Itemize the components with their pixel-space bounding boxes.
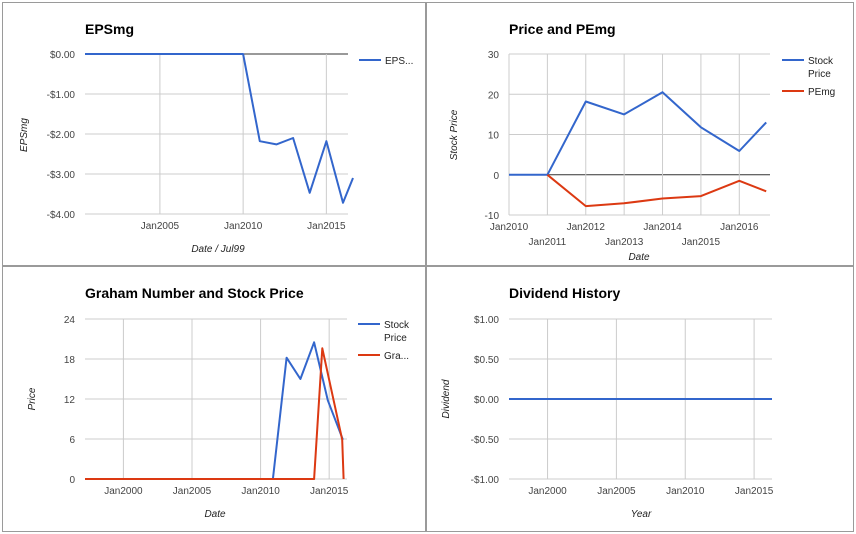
y-tick-label: 0	[493, 171, 499, 182]
y-axis-label: Dividend	[441, 379, 452, 418]
x-tick-label: Jan2005	[597, 486, 636, 497]
chart-title: EPSmg	[85, 21, 134, 37]
x-tick-label: Jan2015	[735, 486, 774, 497]
chart-panel-graham: Graham Number and Stock Price 24 18 12 6 0 Ja…	[2, 266, 426, 532]
series-line	[85, 347, 345, 480]
series-line	[509, 91, 767, 176]
x-tick-label: Jan2012	[567, 222, 606, 233]
x-tick-label: Jan2000	[528, 486, 567, 497]
x-tick-label: Jan2010	[241, 486, 280, 497]
y-tick-label: 6	[69, 435, 75, 446]
x-tick-label: Jan2000	[104, 486, 143, 497]
y-tick-label: -$4.00	[47, 210, 76, 221]
x-tick-label: Jan2005	[173, 486, 212, 497]
y-tick-label: $1.00	[474, 315, 499, 326]
legend-label: EPS...	[385, 56, 413, 67]
legend-label: Stock Price	[384, 320, 410, 344]
series-line	[546, 174, 767, 208]
y-tick-label: 0	[69, 475, 75, 486]
x-axis-label: Year	[631, 509, 652, 520]
y-axis-label: Stock Price	[449, 109, 460, 160]
y-tick-label: 24	[64, 315, 76, 326]
x-tick-label: Jan2016	[720, 222, 759, 233]
x-tick-label: Jan2014	[643, 222, 682, 233]
y-tick-label: -10	[485, 211, 500, 222]
y-tick-label: 20	[488, 90, 500, 101]
x-axis-label: Date	[204, 509, 226, 520]
graham-chart: Graham Number and Stock Price 24 18 12 6 0 Ja…	[27, 285, 410, 520]
x-tick-label: Jan2011	[529, 237, 567, 248]
x-axis-label: Date / Jul99	[191, 244, 245, 255]
y-tick-label: -$1.00	[47, 90, 76, 101]
y-tick-label: $0.00	[50, 50, 75, 61]
y-tick-label: 30	[488, 50, 500, 61]
chart-title: Price and PEmg	[509, 21, 616, 37]
chart-panel-eps: EPSmg $0.00 -$1.00 -$2.00 -$3.00 -$4.00 Jan20…	[2, 2, 426, 266]
y-tick-label: $0.00	[474, 395, 499, 406]
y-tick-label: -$1.00	[471, 475, 500, 486]
x-tick-label: Jan2013	[605, 237, 644, 248]
x-tick-label: Jan2010	[490, 222, 529, 233]
x-axis-label: Date	[628, 252, 650, 263]
legend-label: Stock Price	[808, 56, 834, 80]
y-tick-label: -$3.00	[47, 170, 76, 181]
chart-panel-dividend: Dividend History $1.00 $0.50 $0.00 -$0.50 -$…	[426, 266, 854, 532]
legend-label: PEmg	[808, 87, 835, 98]
y-tick-label: 12	[64, 395, 76, 406]
y-tick-label: $0.50	[474, 355, 499, 366]
eps-chart: EPSmg $0.00 -$1.00 -$2.00 -$3.00 -$4.00 Jan20…	[19, 21, 413, 255]
x-tick-label: Jan2015	[682, 237, 721, 248]
x-tick-label: Jan2015	[307, 221, 346, 232]
y-tick-label: 18	[64, 355, 76, 366]
y-tick-label: 10	[488, 131, 500, 142]
y-tick-label: -$2.00	[47, 130, 76, 141]
x-tick-label: Jan2005	[141, 221, 180, 232]
dividend-chart: Dividend History $1.00 $0.50 $0.00 -$0.50 -$…	[441, 285, 774, 520]
chart-title: Dividend History	[509, 285, 620, 301]
chart-title: Graham Number and Stock Price	[85, 285, 304, 301]
series-line	[85, 53, 354, 204]
x-tick-label: Jan2010	[224, 221, 263, 232]
y-axis-label: Price	[27, 387, 38, 410]
x-tick-label: Jan2015	[310, 486, 349, 497]
price-pe-chart: Price and PEmg 3020100-10Jan2010Jan2011J…	[449, 21, 835, 263]
x-tick-label: Jan2010	[666, 486, 705, 497]
legend-label: Gra...	[384, 351, 409, 362]
chart-panel-price-pe: Price and PEmg 30 20 10 0 -10 Jan2010 Jan2011 J…	[426, 2, 854, 266]
y-axis-label: EPSmg	[19, 118, 30, 152]
y-tick-label: -$0.50	[471, 435, 500, 446]
